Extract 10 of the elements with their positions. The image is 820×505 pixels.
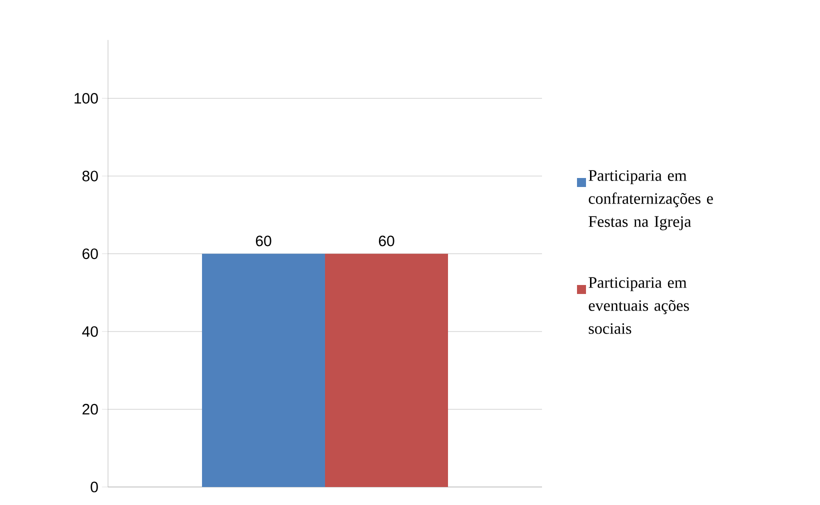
y-tick-label: 0 [90,482,98,492]
data-label: 60 [256,236,272,246]
y-tick-label: 60 [82,248,98,260]
data-label: 60 [378,236,394,246]
y-tick-label: 80 [82,170,98,182]
legend-label: Participaria em eventuais ações sociais [588,277,689,334]
y-tick-label: 40 [82,326,98,337]
legend-label: Participaria em confraternizações e Festas na Igreja [588,170,713,230]
y-tick-label: 20 [82,404,98,415]
y-tick-label: 100 [74,92,98,104]
